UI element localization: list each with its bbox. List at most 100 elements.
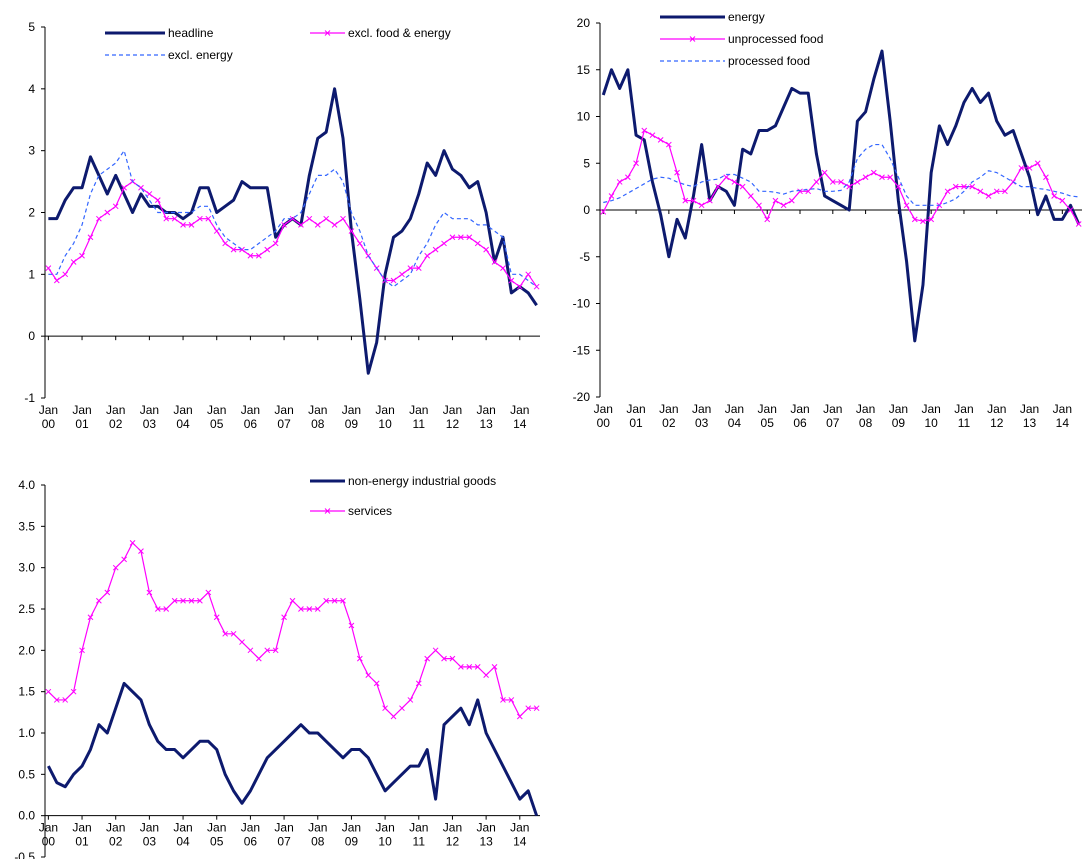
series-marker — [247, 647, 254, 654]
y-tick-label: 3.5 — [18, 519, 35, 533]
x-tick-label: Jan 04 — [725, 402, 744, 430]
series-marker — [516, 713, 523, 720]
series-marker — [616, 179, 623, 185]
legend-label: excl. food & energy — [348, 26, 451, 40]
series-marker — [491, 664, 498, 670]
series-marker — [154, 606, 161, 612]
series-marker — [264, 246, 271, 253]
x-tick-label: Jan 11 — [409, 821, 428, 849]
series-marker — [944, 188, 951, 195]
series-line — [47, 681, 539, 817]
series-marker — [846, 183, 853, 190]
x-tick-label: Jan 02 — [106, 403, 125, 431]
legend-label: excl. energy — [168, 48, 233, 62]
series-marker — [920, 218, 926, 225]
series-marker — [1043, 174, 1049, 181]
series-marker — [474, 240, 481, 247]
y-tick-label: 15 — [577, 63, 591, 77]
series-marker — [104, 209, 111, 216]
series-marker — [747, 193, 754, 199]
series-marker — [674, 169, 680, 176]
series-marker — [458, 234, 464, 241]
legend-label: processed food — [728, 54, 810, 68]
panel: -20 -15 -10 -5 0 5 10 15 20 Jan 00 Jan 01 Jan 02 Jan 03 J… — [573, 10, 1082, 430]
series-marker — [449, 234, 456, 241]
series-marker — [723, 174, 730, 181]
series-marker — [188, 222, 195, 228]
series-marker — [756, 202, 762, 209]
x-tick-label: Jan 07 — [274, 821, 293, 849]
x-tick-label: Jan 05 — [758, 402, 777, 430]
series-marker — [432, 647, 439, 654]
series-marker — [306, 215, 313, 222]
series-marker — [197, 597, 203, 604]
series-marker — [739, 183, 746, 190]
series-marker — [525, 271, 532, 278]
series-marker — [180, 597, 186, 604]
series-marker — [533, 705, 540, 712]
series-marker — [222, 240, 229, 247]
x-tick-label: Jan 09 — [889, 402, 908, 430]
series-line — [601, 49, 1081, 343]
series-marker — [666, 141, 672, 148]
x-tick-label: Jan 07 — [823, 402, 842, 430]
x-tick-label: Jan 07 — [274, 403, 293, 431]
series-marker — [230, 630, 237, 637]
x-tick-label: Jan 01 — [626, 402, 645, 430]
series-marker — [87, 234, 94, 241]
series-marker — [449, 655, 456, 662]
series-marker — [508, 277, 515, 284]
series-marker — [222, 630, 229, 637]
series-marker — [138, 548, 144, 554]
series-marker — [731, 179, 738, 185]
x-tick-label: Jan 03 — [692, 402, 711, 430]
y-tick-label: 2.0 — [18, 643, 35, 657]
series-marker — [432, 246, 439, 253]
legend-label: headline — [168, 26, 214, 40]
y-tick-label: 5 — [583, 156, 590, 170]
series-marker — [706, 197, 713, 204]
series-marker — [977, 188, 984, 195]
series-marker — [1067, 207, 1074, 213]
series-marker — [70, 688, 77, 695]
series-marker — [500, 265, 506, 272]
series-marker — [821, 169, 828, 176]
series-marker — [466, 234, 473, 241]
y-tick-label: 2 — [28, 206, 35, 220]
series-marker — [533, 283, 540, 290]
y-tick-label: -5 — [579, 250, 590, 264]
y-tick-label: -20 — [573, 390, 591, 404]
series-marker — [314, 222, 321, 228]
series-marker — [838, 179, 844, 185]
x-tick-label: Jan 01 — [72, 403, 91, 431]
y-tick-label: -1 — [24, 391, 35, 405]
x-tick-label: Jan 12 — [443, 403, 462, 431]
series-marker — [625, 174, 631, 181]
series-marker — [45, 265, 52, 272]
x-tick-label: Jan 09 — [342, 821, 361, 849]
x-tick-label: Jan 08 — [856, 402, 875, 430]
series-marker — [458, 664, 464, 670]
x-tick-label: Jan 05 — [207, 821, 226, 849]
series-marker — [53, 697, 60, 703]
series-marker — [508, 697, 515, 703]
y-tick-label: 1 — [28, 267, 35, 281]
series-marker — [788, 197, 795, 204]
series-marker — [146, 589, 153, 596]
series-marker — [112, 203, 119, 210]
series-marker — [961, 183, 967, 190]
x-tick-label: Jan 11 — [409, 403, 428, 431]
y-tick-label: -0.5 — [14, 850, 35, 859]
series-marker — [163, 606, 170, 612]
x-tick-label: Jan 03 — [140, 821, 159, 849]
x-tick-label: Jan 10 — [921, 402, 940, 430]
x-tick-label: Jan 14 — [510, 403, 529, 431]
x-tick-label: Jan 06 — [241, 403, 260, 431]
y-tick-label: 10 — [577, 110, 591, 124]
series-marker — [390, 713, 397, 720]
plot-area — [45, 87, 540, 375]
series-marker — [331, 597, 338, 604]
series-marker — [698, 202, 705, 209]
series-marker — [525, 705, 532, 712]
series-marker — [764, 216, 771, 223]
